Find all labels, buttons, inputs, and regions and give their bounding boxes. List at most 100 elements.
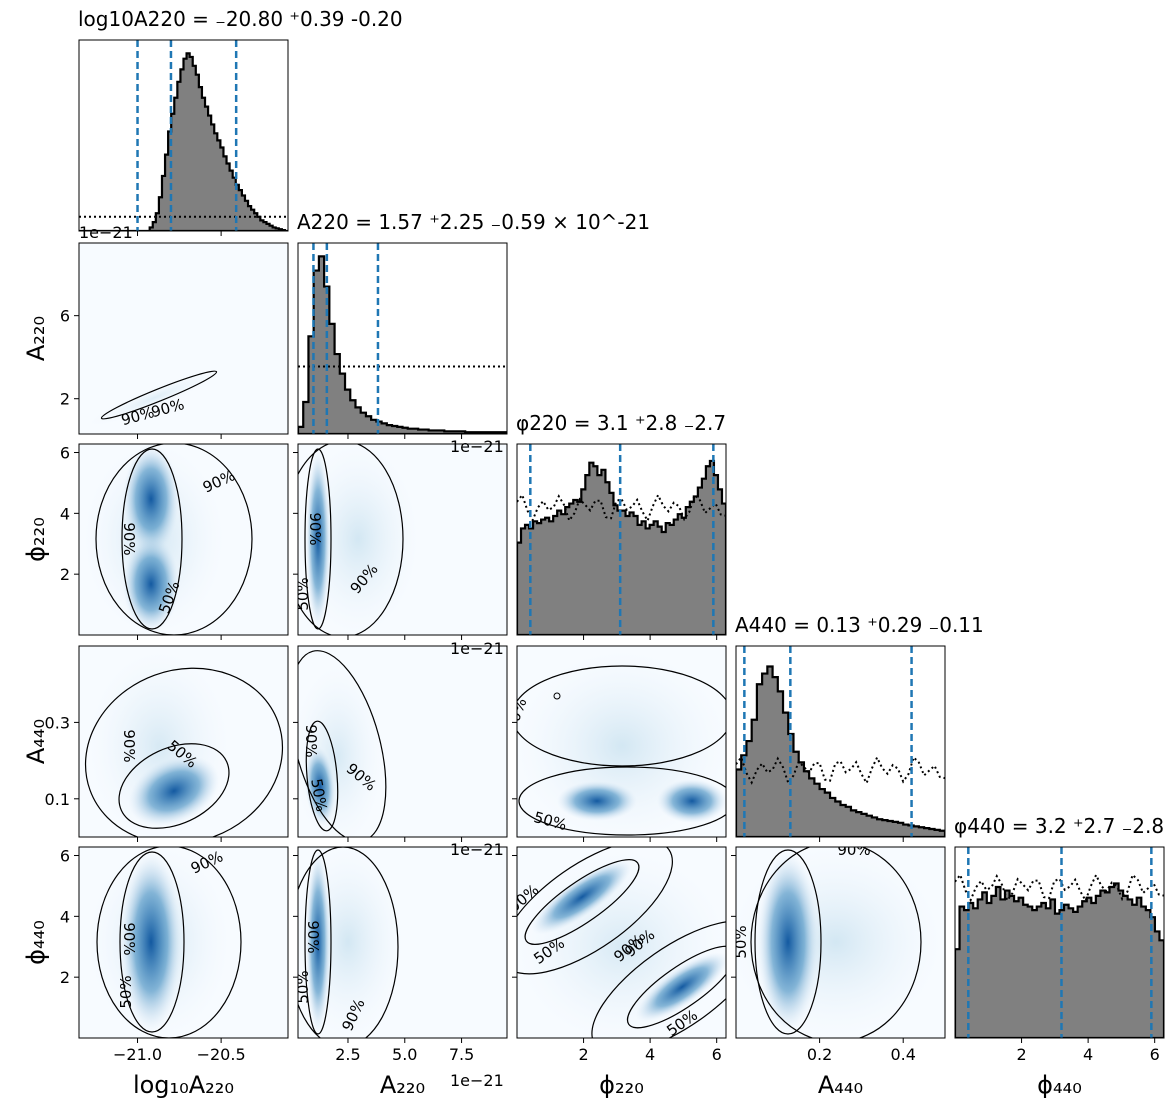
x-tick-label: 6: [1150, 1045, 1160, 1064]
panel-frame: [78, 645, 289, 838]
contour-90pct: [298, 650, 387, 837]
x-tick-label: 0.2: [807, 1045, 832, 1064]
contour-90pct: [95, 444, 253, 635]
contour-90pct: [100, 370, 218, 420]
x-axis-label-A220: A₂₂₀: [380, 1071, 425, 1099]
y-tick-label: 0.3: [45, 713, 70, 732]
contour-50pct: [304, 849, 332, 1035]
prior-line-A440: [736, 755, 945, 786]
panel-title-phi220: φ220 = 3.1 ⁺2.8 ₋2.7: [516, 411, 726, 435]
density-blob: [123, 536, 179, 632]
density-blob: [128, 755, 220, 827]
x-tick-label: 2: [578, 1045, 588, 1064]
x-axis-label-phi440: ϕ₄₄₀: [1037, 1071, 1082, 1099]
contour-label: 50%: [307, 777, 331, 813]
panel-frame: [516, 443, 727, 636]
panel-frame: [516, 645, 727, 838]
prior-line-phi440: [955, 872, 1164, 903]
panel-frame: [516, 846, 727, 1039]
y-tick-label: 4: [60, 504, 70, 523]
contour-label: 50%: [294, 970, 312, 1003]
density-blob: [306, 850, 330, 1034]
x-tick-label: 6: [712, 1045, 722, 1064]
x-tick-label: 0.4: [890, 1045, 915, 1064]
prior-line-phi220: [517, 492, 726, 523]
panel-frame: [954, 846, 1165, 1039]
panel-frame: [297, 443, 508, 636]
density-panel-phi440-vs-A220: 50%90%90%: [294, 847, 507, 1038]
offset-label: 1e−21: [79, 223, 133, 242]
x-tick-label: 7.5: [449, 1045, 474, 1064]
x-tick-label: 5.0: [392, 1045, 417, 1064]
x-tick-label: 2: [1016, 1045, 1026, 1064]
density-panel-phi220-vs-logA220: 50%90%90%: [79, 444, 288, 635]
offset-label: 1e−21: [450, 840, 504, 859]
contour-label: 90%: [120, 922, 138, 955]
y-tick-label: 6: [60, 444, 70, 463]
density-blob: [758, 852, 818, 1032]
offset-label: 1e−21: [450, 639, 504, 658]
y-tick-label: 6: [60, 307, 70, 326]
x-tick-label: 4: [645, 1045, 655, 1064]
panel-frame: [297, 242, 508, 435]
panel-frame: [78, 846, 289, 1039]
contour-label: 50%: [294, 577, 312, 610]
panel-frame: [78, 242, 289, 435]
contour-50pct: [626, 945, 726, 1029]
y-axis-label-phi440: ϕ₄₄₀: [22, 920, 50, 965]
contour-label: 50%: [732, 925, 750, 958]
contour-90pct: [298, 444, 404, 635]
x-tick-label: −20.5: [197, 1045, 246, 1064]
density-panel-phi220-vs-A220: 50%90%90%: [294, 444, 507, 635]
density-blob: [88, 370, 220, 426]
x-tick-label: 4: [1083, 1045, 1093, 1064]
contour-label: 90%: [302, 724, 320, 757]
offset-label: 1e−21: [450, 1071, 504, 1090]
x-tick-label: 2.5: [335, 1045, 360, 1064]
panel-frame: [735, 645, 946, 838]
contour-90pct: [517, 665, 726, 767]
y-axis-label-phi220: ϕ₂₂₀: [22, 517, 50, 562]
contour-label: 90%: [120, 729, 138, 762]
hist-panel-logA220: [79, 40, 288, 231]
density-blob: [123, 444, 179, 554]
contour-50pct: [304, 448, 332, 630]
panel-frame: [297, 645, 508, 838]
density-blob: [306, 449, 330, 629]
contour-label: 90%: [120, 522, 138, 555]
panel-background: [79, 243, 288, 434]
y-tick-label: 6: [60, 847, 70, 866]
contour-90pct: [591, 920, 726, 1038]
panel-title-A440: A440 = 0.13 ⁺0.29 ₋0.11: [735, 613, 984, 637]
x-tick-label: −21.0: [113, 1045, 162, 1064]
hist-panel-phi220: [517, 444, 726, 635]
histogram-phi440: [955, 882, 1164, 1038]
y-tick-label: 2: [60, 390, 70, 409]
density-panel-A220-vs-logA220: 90%90%: [79, 243, 288, 434]
histogram-phi220: [517, 459, 726, 635]
contour-90pct: [96, 847, 242, 1038]
panel-frame: [78, 39, 289, 232]
density-panel-phi440-vs-phi220: 50%50%90%90%90%: [517, 847, 726, 1038]
density-panel-A440-vs-phi220: 50%90%: [517, 646, 726, 837]
panel-title-logA220: log10A220 = ₋20.80 ⁺0.39 -0.20: [78, 7, 403, 31]
density-panel-phi440-vs-logA220: 50%90%90%: [79, 847, 288, 1038]
contour-label: 90%: [304, 920, 322, 953]
density-panel-phi440-vs-A440: 50% 90%: [732, 841, 945, 1038]
contour-label: 90%: [837, 841, 870, 859]
y-axis-label-A220: A₂₂₀: [22, 316, 50, 361]
contour-90pct: [298, 847, 399, 1038]
density-panel-A440-vs-logA220: 50%90%: [79, 646, 288, 837]
contour-label: 90%: [306, 512, 324, 545]
density-panel-A440-vs-A220: 50%90%90%: [298, 646, 507, 837]
y-tick-label: 4: [60, 907, 70, 926]
panel-frame: [297, 846, 508, 1039]
histogram-A220: [298, 255, 507, 434]
panel-title-A220: A220 = 1.57 ⁺2.25 ₋0.59 × 10^-21: [297, 210, 650, 234]
y-tick-label: 2: [60, 565, 70, 584]
contour-50pct: [305, 720, 339, 832]
contour-50pct: [518, 766, 726, 836]
contour-islet: [553, 692, 561, 700]
contour-50pct: [118, 743, 230, 829]
